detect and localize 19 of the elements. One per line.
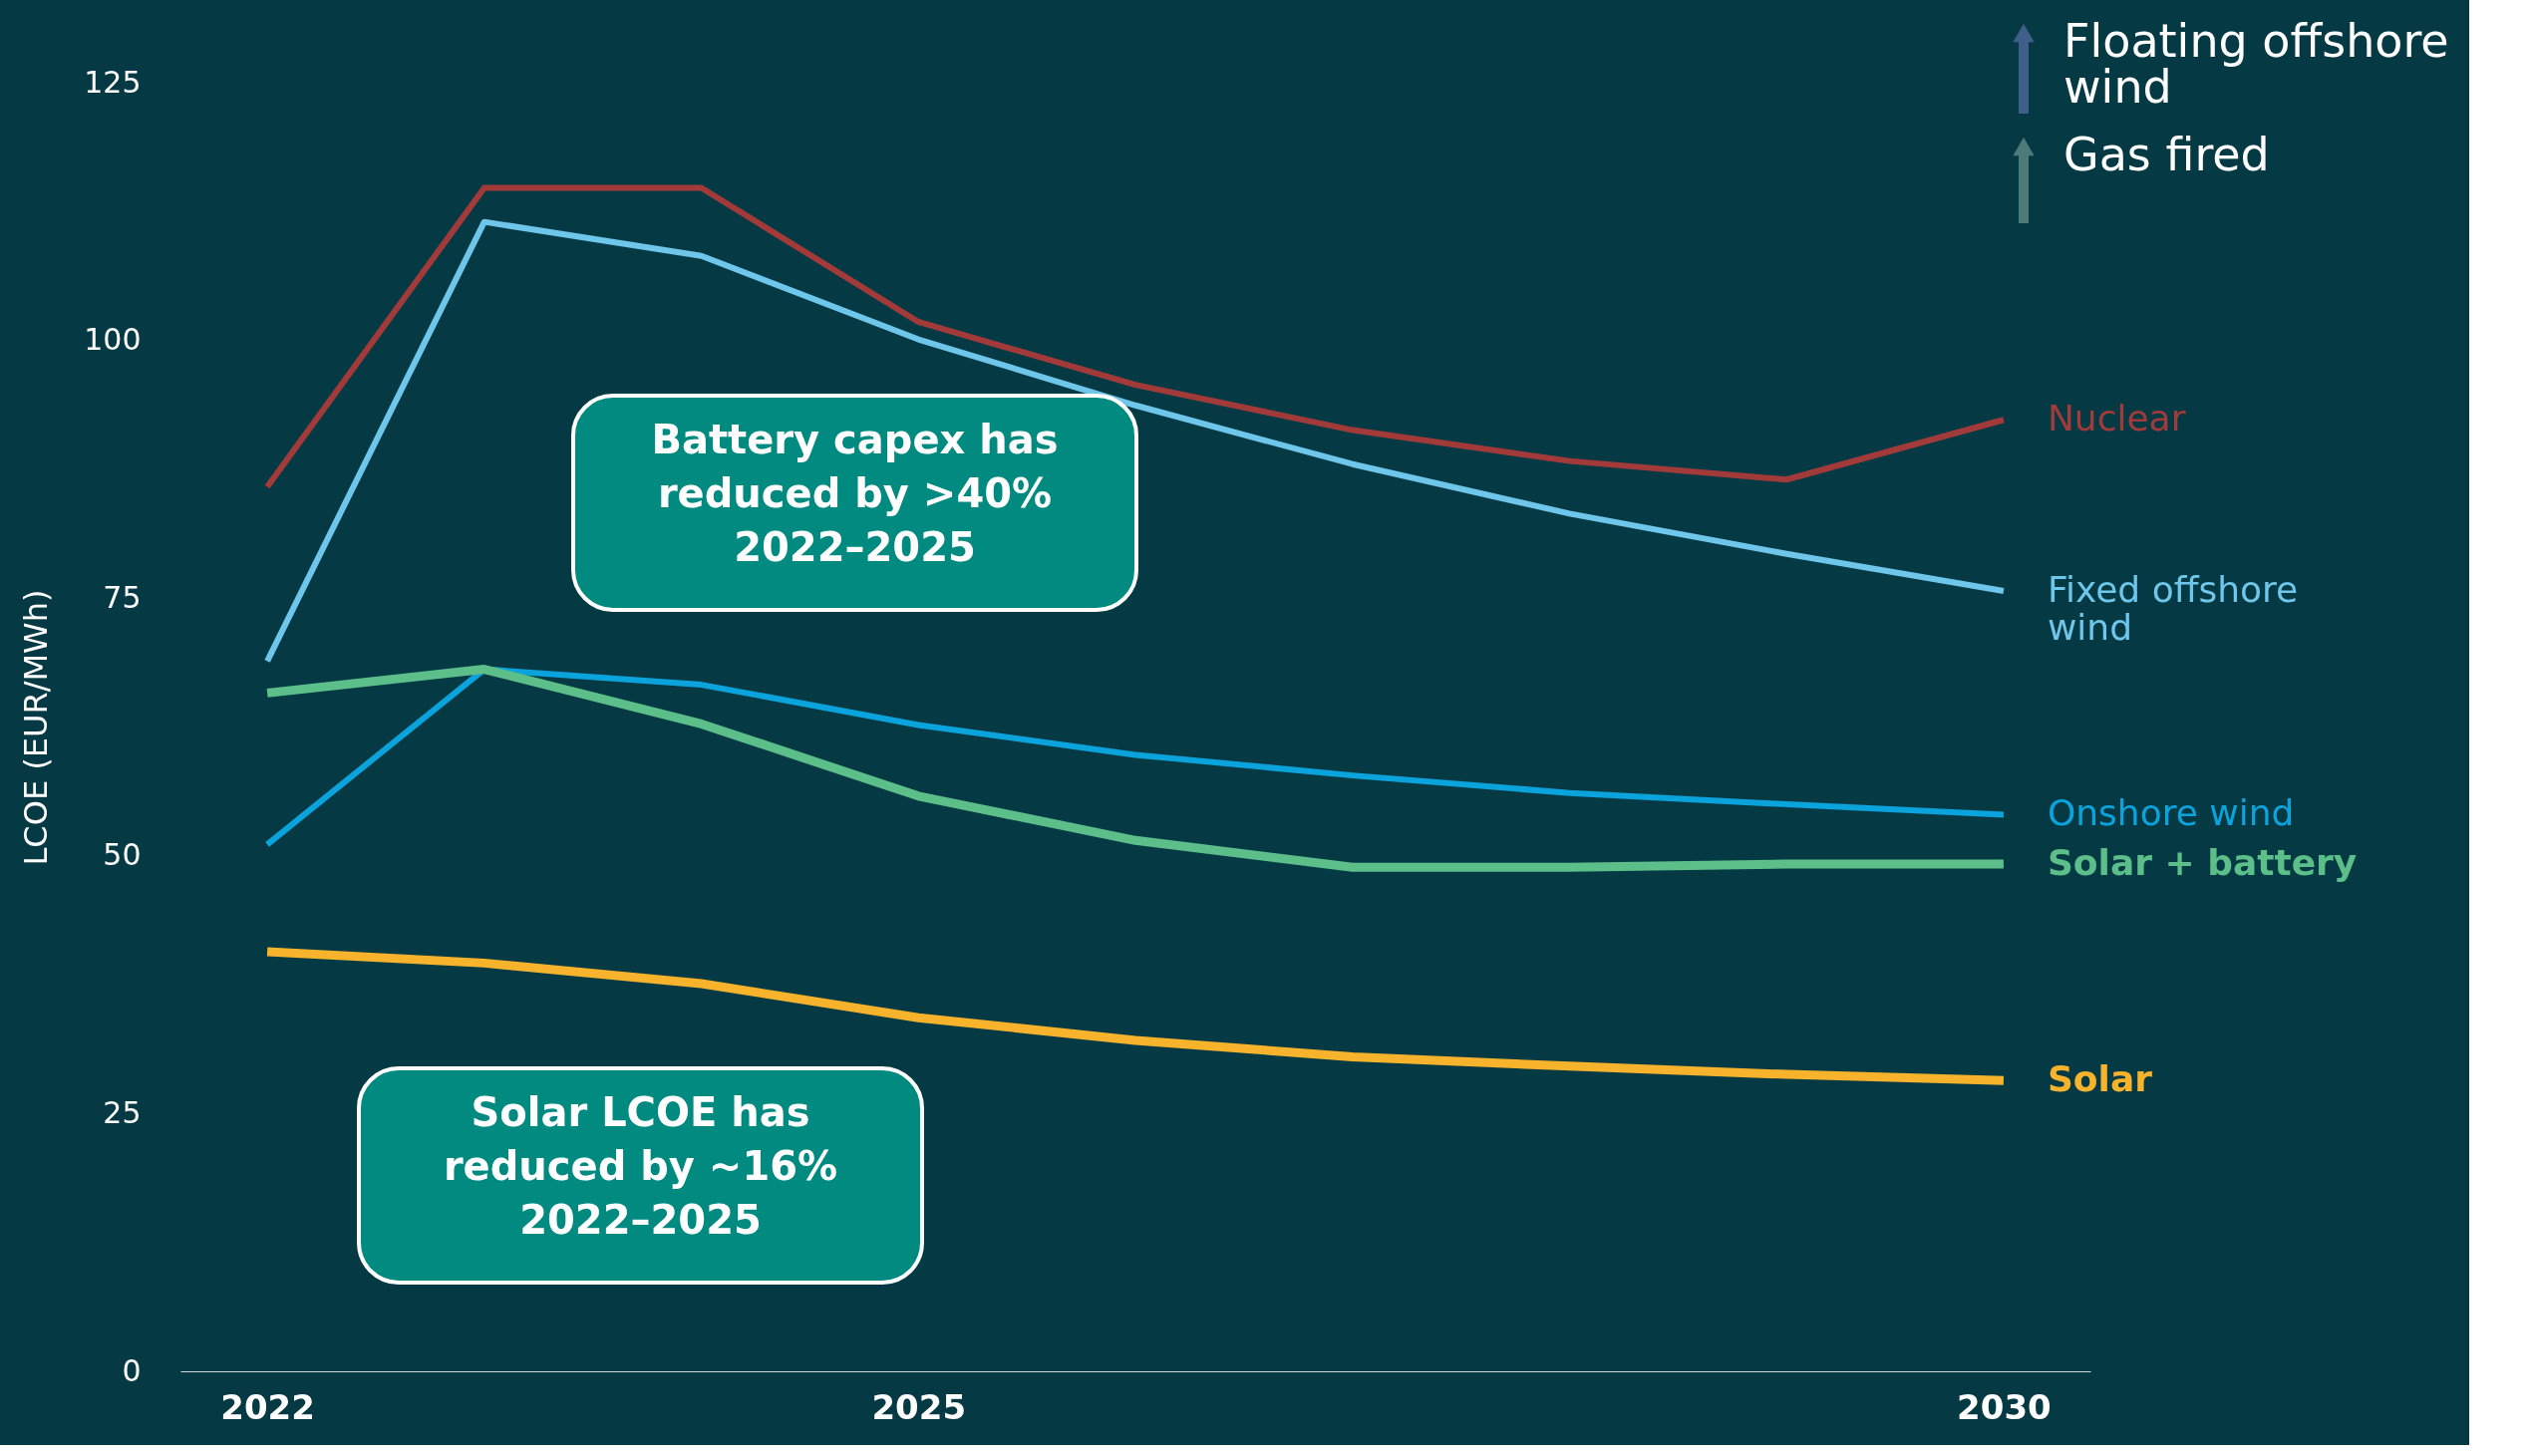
y-tick-label: 125 [84,64,142,100]
y-axis-title: LCOE (EUR/MWh) [17,589,56,866]
y-tick-label: 50 [103,837,142,873]
annotation: Battery capex has reduced by >40% 2022–2025 [651,417,1059,570]
annotation: Gas fired [2063,128,2270,181]
series-label: Solar + battery [2047,842,2358,884]
y-tick-label: 0 [122,1352,142,1388]
series-label: Nuclear [2047,398,2186,439]
series-label: Solar [2047,1058,2153,1100]
x-tick-label: 2025 [871,1386,967,1427]
series-label: Fixed offshore wind [2047,568,2299,648]
series-label: Onshore wind [2047,792,2295,834]
y-tick-label: 25 [103,1094,142,1130]
annotation: Solar LCOE has reduced by ~16% 2022–2025 [443,1089,838,1243]
y-tick-label: 75 [103,579,142,615]
y-tick-label: 100 [84,322,142,358]
x-tick-label: 2030 [1957,1386,2052,1427]
annotation: Floating offshore wind [2063,14,2449,114]
x-tick-label: 2022 [220,1386,315,1427]
